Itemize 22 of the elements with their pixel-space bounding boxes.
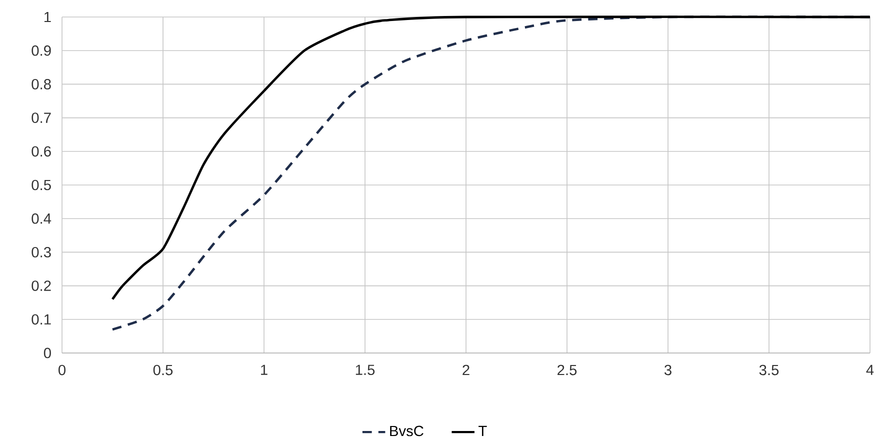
x-tick-label: 2 — [462, 364, 470, 376]
x-tick-label: 1.5 — [356, 364, 375, 376]
x-tick-label: 1 — [261, 364, 268, 375]
legend-label: BvsC — [390, 426, 424, 436]
y-tick-label: 0.2 — [32, 280, 51, 291]
y-tick-label: 0.8 — [32, 79, 51, 90]
x-tick-label: 2.5 — [558, 364, 577, 376]
y-tick-label: 0 — [44, 348, 51, 358]
y-tick-label: 0.1 — [32, 314, 51, 325]
y-tick-label: 0.7 — [32, 112, 51, 123]
y-tick-label: 0.5 — [32, 180, 51, 190]
x-tick-label: 4 — [866, 364, 874, 375]
y-tick-label: 0.3 — [32, 247, 51, 258]
y-tick-label: 0.9 — [32, 45, 51, 56]
x-tick-label: 0 — [58, 364, 66, 376]
y-tick-label: 0.4 — [32, 213, 52, 224]
x-tick-label: 3.5 — [759, 364, 779, 376]
x-tick-label: 3 — [664, 364, 672, 376]
y-tick-label: 0.6 — [32, 146, 51, 157]
y-tick-label: 1 — [44, 12, 51, 22]
x-tick-label: 0.5 — [153, 364, 173, 376]
legend-label: T — [478, 426, 487, 436]
